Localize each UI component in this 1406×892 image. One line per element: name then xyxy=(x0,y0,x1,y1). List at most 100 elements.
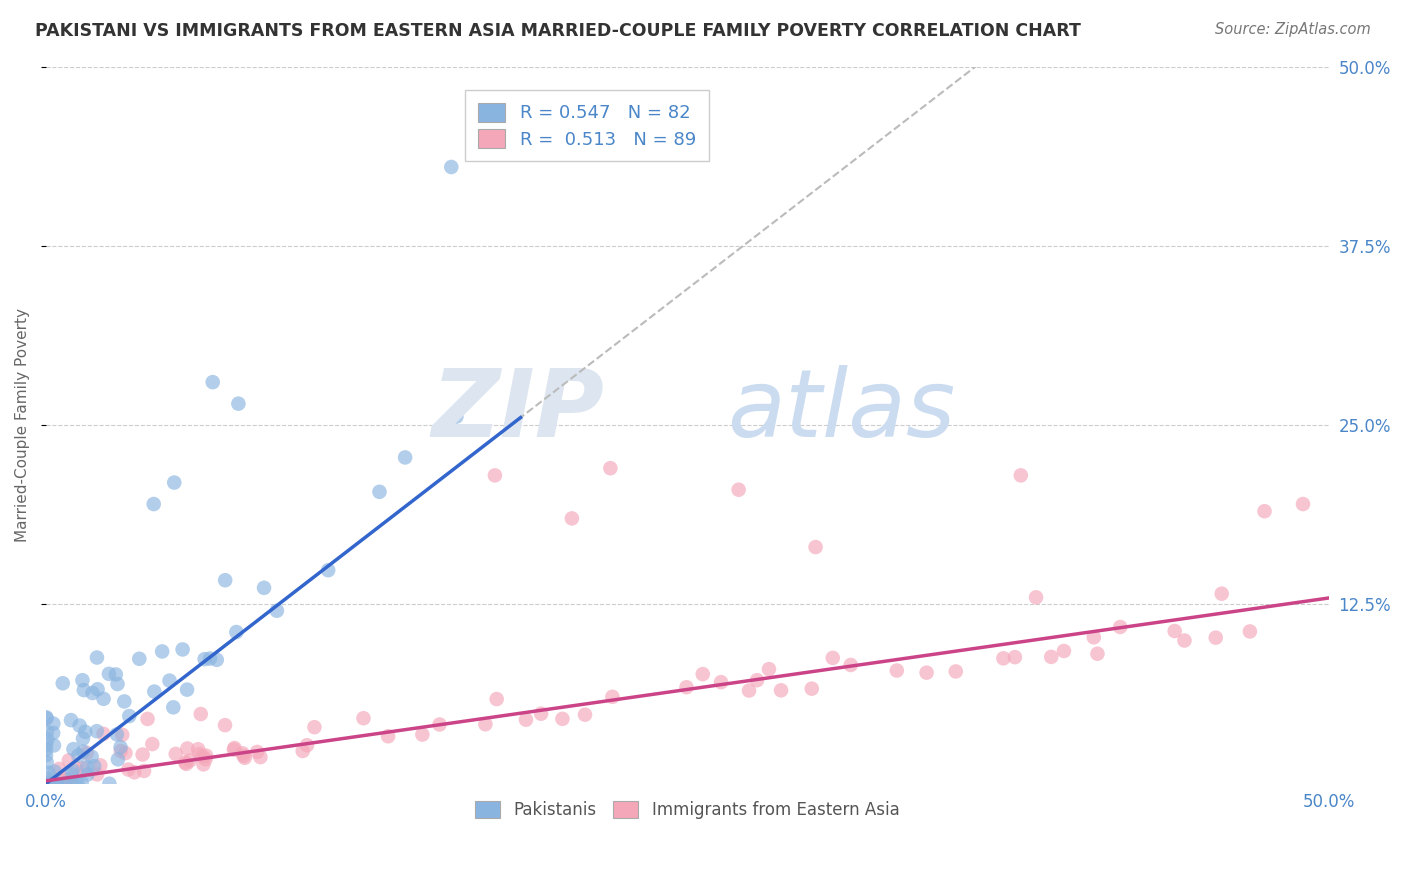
Point xyxy=(35,777,58,791)
Point xyxy=(110,740,132,755)
Point xyxy=(45,777,67,791)
Point xyxy=(35,755,58,769)
Point xyxy=(1040,649,1063,664)
Point xyxy=(51,772,73,787)
Point xyxy=(45,777,67,791)
Point xyxy=(224,741,246,756)
Point xyxy=(1004,650,1026,665)
Point xyxy=(945,665,967,679)
Text: atlas: atlas xyxy=(727,366,955,457)
Point xyxy=(66,777,89,791)
Point xyxy=(1010,468,1032,483)
Point xyxy=(62,763,84,777)
Point xyxy=(72,745,94,759)
Point xyxy=(159,673,181,688)
Point xyxy=(485,692,508,706)
Point xyxy=(42,726,65,740)
Point xyxy=(35,777,58,791)
Point xyxy=(35,724,58,739)
Point xyxy=(65,761,87,775)
Point xyxy=(82,686,104,700)
Point xyxy=(60,713,83,727)
Point xyxy=(72,761,94,775)
Point xyxy=(1173,633,1195,648)
Point xyxy=(194,752,217,766)
Point xyxy=(142,497,165,511)
Point xyxy=(474,717,496,731)
Point xyxy=(80,749,103,764)
Point xyxy=(839,657,862,672)
Point xyxy=(1109,620,1132,634)
Point xyxy=(55,777,77,791)
Point xyxy=(141,737,163,751)
Point xyxy=(37,772,59,786)
Point xyxy=(104,667,127,681)
Point xyxy=(176,741,198,756)
Point xyxy=(758,662,780,676)
Point xyxy=(93,691,115,706)
Point xyxy=(233,751,256,765)
Point xyxy=(484,468,506,483)
Point xyxy=(62,742,84,756)
Point xyxy=(446,409,468,424)
Point xyxy=(800,681,823,696)
Point xyxy=(993,651,1015,665)
Point xyxy=(1253,504,1275,518)
Point xyxy=(738,683,761,698)
Point xyxy=(35,748,58,763)
Point xyxy=(1053,644,1076,658)
Point xyxy=(37,777,59,791)
Point xyxy=(191,749,214,764)
Point xyxy=(89,758,111,772)
Point xyxy=(37,765,59,780)
Point xyxy=(201,375,224,389)
Point xyxy=(1163,624,1185,638)
Point xyxy=(411,727,433,741)
Point xyxy=(727,483,749,497)
Point xyxy=(162,700,184,714)
Point xyxy=(143,684,166,698)
Text: PAKISTANI VS IMMIGRANTS FROM EASTERN ASIA MARRIED-COUPLE FAMILY POVERTY CORRELAT: PAKISTANI VS IMMIGRANTS FROM EASTERN ASI… xyxy=(35,22,1081,40)
Point xyxy=(73,683,96,698)
Point xyxy=(65,777,87,791)
Point xyxy=(551,712,574,726)
Point xyxy=(295,738,318,752)
Point xyxy=(105,727,128,741)
Point xyxy=(93,727,115,741)
Point xyxy=(222,742,245,756)
Point xyxy=(44,764,66,779)
Point xyxy=(266,604,288,618)
Point xyxy=(232,747,254,761)
Point xyxy=(1025,591,1047,605)
Point xyxy=(440,160,463,174)
Point xyxy=(39,777,62,791)
Point xyxy=(76,760,98,774)
Point xyxy=(45,777,67,791)
Point xyxy=(368,484,391,499)
Point xyxy=(107,677,129,691)
Point xyxy=(58,772,80,787)
Point xyxy=(163,475,186,490)
Point xyxy=(316,563,339,577)
Point xyxy=(52,777,75,791)
Point xyxy=(190,707,212,722)
Point xyxy=(886,664,908,678)
Point xyxy=(76,767,98,781)
Point xyxy=(228,397,250,411)
Point xyxy=(246,745,269,759)
Point xyxy=(1239,624,1261,639)
Point xyxy=(55,772,77,786)
Point xyxy=(35,711,58,725)
Point xyxy=(165,747,187,761)
Point xyxy=(249,750,271,764)
Point xyxy=(193,757,215,772)
Point xyxy=(179,754,201,768)
Point xyxy=(561,511,583,525)
Point xyxy=(915,665,938,680)
Text: Source: ZipAtlas.com: Source: ZipAtlas.com xyxy=(1215,22,1371,37)
Point xyxy=(86,724,108,739)
Point xyxy=(107,752,129,766)
Point xyxy=(198,651,221,665)
Point xyxy=(1083,630,1105,644)
Point xyxy=(42,716,65,731)
